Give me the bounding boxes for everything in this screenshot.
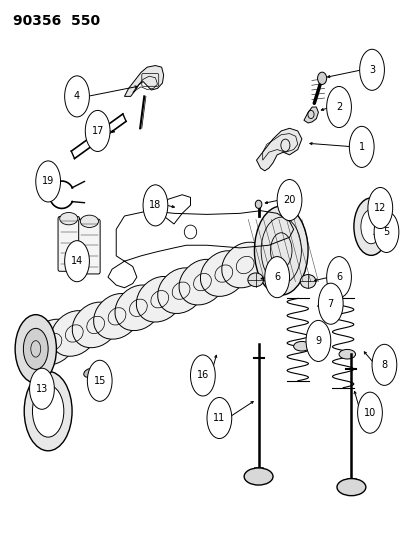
Ellipse shape <box>353 198 388 255</box>
Text: 13: 13 <box>36 384 48 394</box>
Text: 10: 10 <box>363 408 375 418</box>
Text: 6: 6 <box>273 272 280 282</box>
Text: 8: 8 <box>380 360 387 370</box>
Ellipse shape <box>83 368 95 377</box>
Ellipse shape <box>51 311 97 356</box>
Text: 1: 1 <box>358 142 364 152</box>
Ellipse shape <box>24 372 72 451</box>
Ellipse shape <box>157 268 204 313</box>
Ellipse shape <box>299 274 315 288</box>
Ellipse shape <box>373 212 398 253</box>
Text: 90356  550: 90356 550 <box>13 14 100 28</box>
Ellipse shape <box>293 342 309 351</box>
Ellipse shape <box>36 161 60 202</box>
Ellipse shape <box>64 241 89 282</box>
Ellipse shape <box>23 328 48 369</box>
Ellipse shape <box>136 277 183 322</box>
Ellipse shape <box>254 206 307 295</box>
Ellipse shape <box>357 392 382 433</box>
Ellipse shape <box>85 110 110 151</box>
Text: 6: 6 <box>335 272 341 282</box>
Text: 11: 11 <box>213 413 225 423</box>
FancyBboxPatch shape <box>58 216 79 271</box>
Ellipse shape <box>190 355 215 396</box>
Ellipse shape <box>255 200 261 208</box>
Ellipse shape <box>32 385 64 437</box>
Text: 14: 14 <box>71 256 83 266</box>
Ellipse shape <box>179 259 225 305</box>
Polygon shape <box>303 107 318 123</box>
Ellipse shape <box>143 185 167 226</box>
Text: 19: 19 <box>42 176 54 187</box>
Text: 20: 20 <box>282 195 295 205</box>
Ellipse shape <box>276 180 301 221</box>
Ellipse shape <box>349 126 373 167</box>
Ellipse shape <box>305 320 330 361</box>
Polygon shape <box>256 128 301 171</box>
Ellipse shape <box>29 319 76 365</box>
Ellipse shape <box>221 242 268 288</box>
Ellipse shape <box>200 251 247 296</box>
Text: 17: 17 <box>91 126 104 136</box>
Ellipse shape <box>264 256 289 297</box>
Ellipse shape <box>359 49 384 90</box>
Ellipse shape <box>360 209 381 244</box>
Ellipse shape <box>326 86 351 127</box>
Ellipse shape <box>318 283 342 324</box>
Ellipse shape <box>371 344 396 385</box>
Text: 7: 7 <box>327 298 333 309</box>
Text: 2: 2 <box>335 102 341 112</box>
Ellipse shape <box>15 314 56 383</box>
Ellipse shape <box>336 479 365 496</box>
Text: 15: 15 <box>93 376 106 386</box>
Ellipse shape <box>72 302 119 348</box>
Text: 4: 4 <box>74 91 80 101</box>
Ellipse shape <box>115 285 161 330</box>
Ellipse shape <box>29 368 54 409</box>
Ellipse shape <box>80 215 98 228</box>
Ellipse shape <box>93 294 140 339</box>
Text: 12: 12 <box>373 203 386 213</box>
Ellipse shape <box>64 76 89 117</box>
Text: 16: 16 <box>196 370 209 381</box>
Ellipse shape <box>326 256 351 297</box>
Ellipse shape <box>338 350 355 359</box>
Text: 3: 3 <box>368 65 374 75</box>
Text: 18: 18 <box>149 200 161 211</box>
Ellipse shape <box>247 273 263 287</box>
Ellipse shape <box>244 468 272 485</box>
Polygon shape <box>124 66 163 96</box>
Text: 5: 5 <box>382 227 389 237</box>
FancyBboxPatch shape <box>78 219 100 274</box>
Ellipse shape <box>59 213 78 225</box>
Ellipse shape <box>87 360 112 401</box>
Ellipse shape <box>206 398 231 439</box>
Ellipse shape <box>367 188 392 229</box>
Text: 9: 9 <box>315 336 320 346</box>
Ellipse shape <box>317 72 326 84</box>
